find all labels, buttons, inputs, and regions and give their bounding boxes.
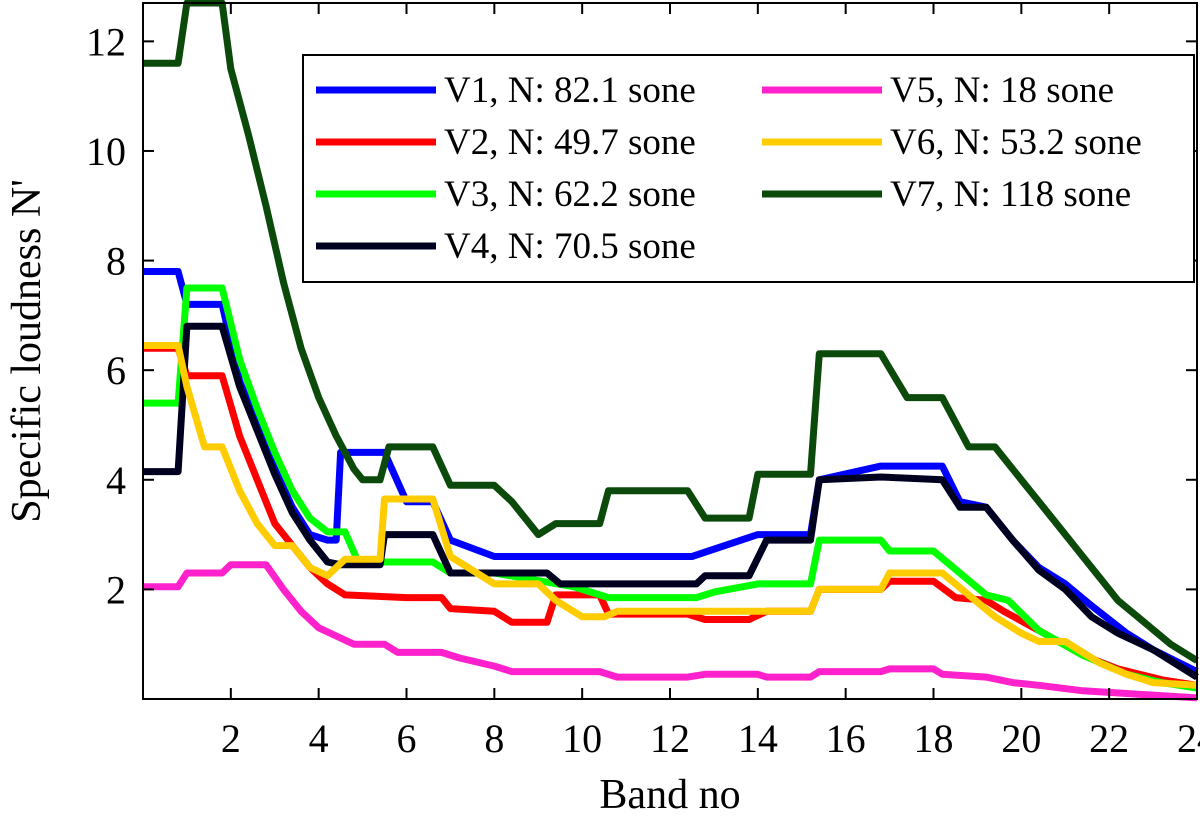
series-line-v6 xyxy=(143,342,1198,689)
y-axis-label: Specific loudness N' xyxy=(4,179,50,523)
x-tick-label: 16 xyxy=(826,716,866,761)
axis-ticks xyxy=(143,3,1198,699)
legend-label-v4: V4, N: 70.5 sone xyxy=(444,226,696,267)
y-tick-label: 12 xyxy=(86,19,126,64)
x-tick-label: 22 xyxy=(1089,716,1129,761)
legend-label-v3: V3, N: 62.2 sone xyxy=(444,174,696,215)
x-tick-label: 14 xyxy=(738,716,778,761)
x-tick-label: 24 xyxy=(1177,716,1200,761)
series-line-v3 xyxy=(143,284,1198,692)
legend-label-v6: V6, N: 53.2 sone xyxy=(890,122,1142,163)
x-tick-label: 20 xyxy=(1001,716,1041,761)
y-tick-label: 10 xyxy=(86,129,126,174)
y-tick-label: 4 xyxy=(106,458,126,503)
x-tick-label: 10 xyxy=(562,716,602,761)
x-axis-label: Band no xyxy=(599,772,740,818)
legend-label-v5: V5, N: 18 sone xyxy=(890,70,1114,111)
legend-label-v7: V7, N: 118 sone xyxy=(890,174,1131,215)
y-tick-label: 6 xyxy=(106,348,126,393)
legend-box xyxy=(302,54,1195,283)
series-line-v4 xyxy=(143,322,1199,681)
x-tick-label: 4 xyxy=(309,716,329,761)
plot-lines xyxy=(143,0,1199,702)
series-line-v7 xyxy=(143,0,1199,664)
x-tick-label: 8 xyxy=(484,716,504,761)
series-line-v5 xyxy=(143,561,1198,702)
x-tick-label: 2 xyxy=(221,716,241,761)
legend-label-v1: V1, N: 82.1 sone xyxy=(444,70,696,111)
y-tick-label: 2 xyxy=(106,567,126,612)
x-tick-label: 18 xyxy=(914,716,954,761)
legend: V1, N: 82.1 sone V2, N: 49.7 sone V3, N: 6… xyxy=(302,54,1195,283)
x-tick-label: 6 xyxy=(397,716,417,761)
tick-labels: 2468101214161820222424681012 xyxy=(86,19,1200,761)
legend-label-v2: V2, N: 49.7 sone xyxy=(444,122,696,163)
x-tick-label: 12 xyxy=(650,716,690,761)
y-tick-label: 8 xyxy=(106,239,126,284)
